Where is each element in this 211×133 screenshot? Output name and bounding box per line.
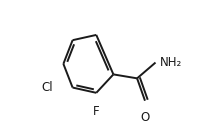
Text: O: O: [140, 111, 150, 124]
Text: F: F: [93, 105, 100, 118]
Text: NH₂: NH₂: [160, 56, 182, 69]
Text: Cl: Cl: [42, 81, 53, 94]
